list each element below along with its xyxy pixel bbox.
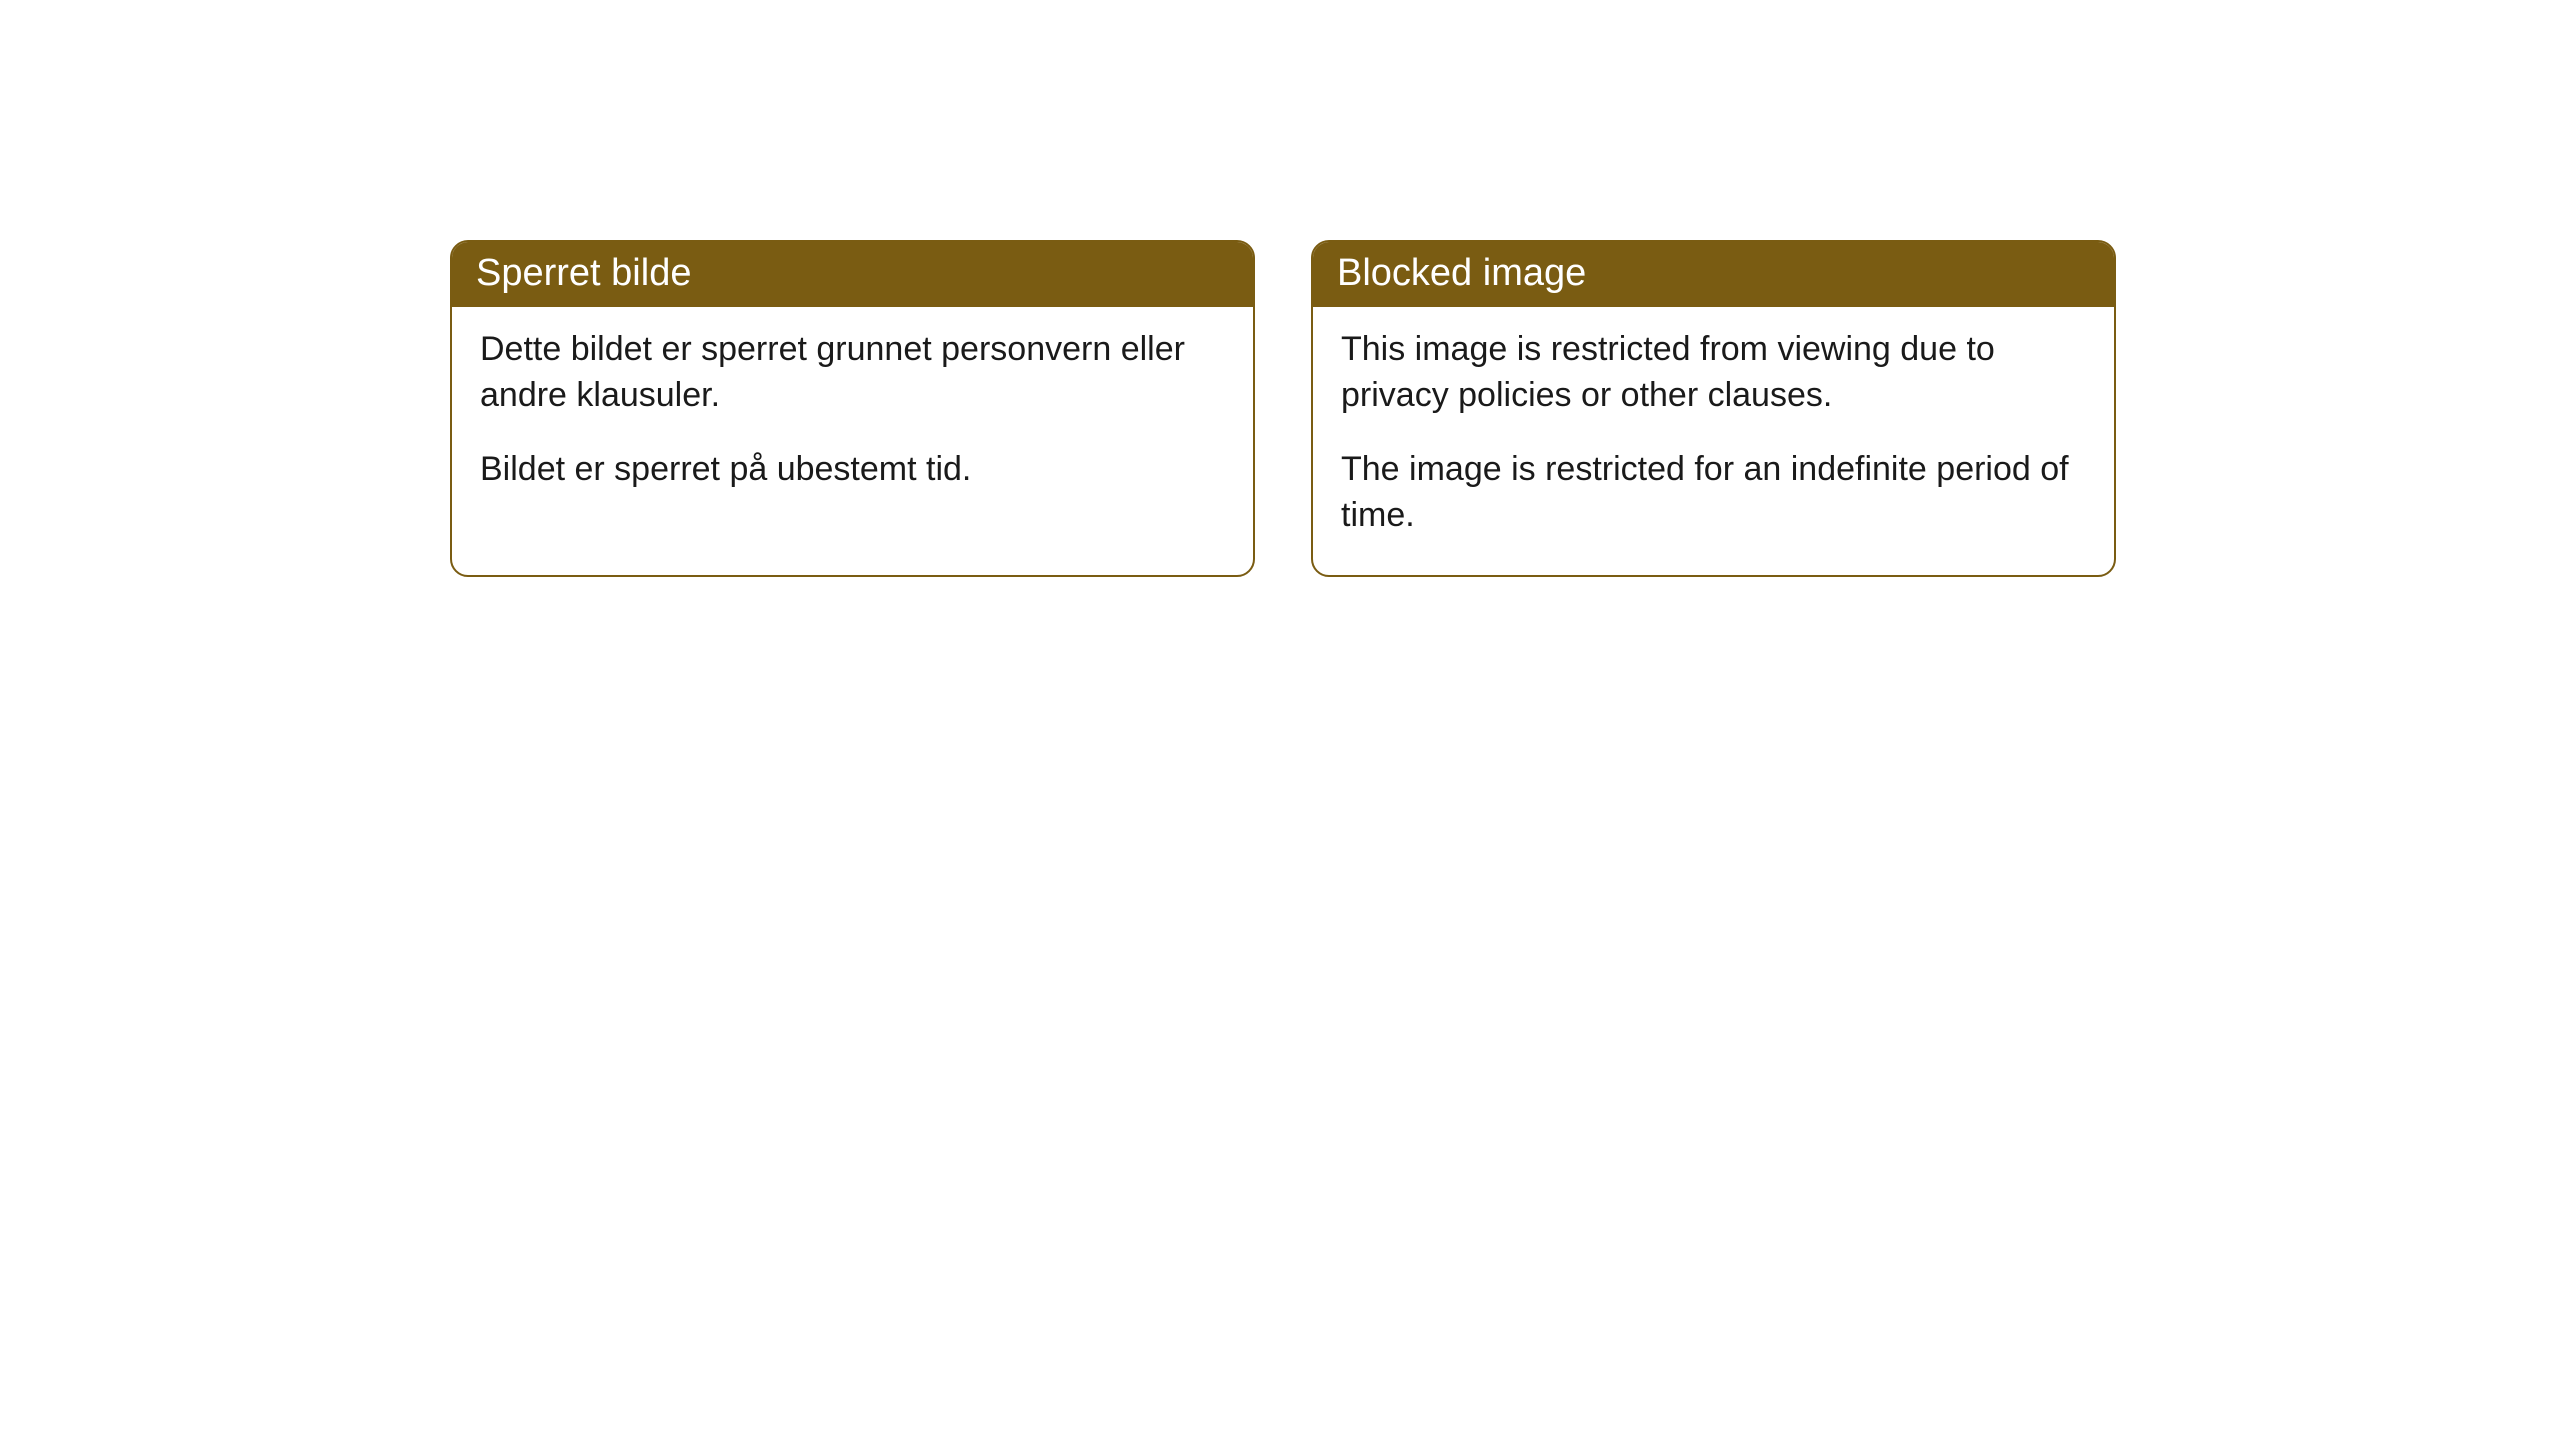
card-title: Sperret bilde	[476, 252, 691, 294]
card-header: Blocked image	[1313, 242, 2114, 307]
notice-card-norwegian: Sperret bilde Dette bildet er sperret gr…	[450, 240, 1255, 577]
card-paragraph: The image is restricted for an indefinit…	[1341, 447, 2086, 539]
card-title: Blocked image	[1337, 252, 1586, 294]
notice-cards-container: Sperret bilde Dette bildet er sperret gr…	[450, 240, 2560, 577]
card-body: Dette bildet er sperret grunnet personve…	[452, 307, 1253, 529]
card-paragraph: Dette bildet er sperret grunnet personve…	[480, 327, 1225, 419]
card-paragraph: This image is restricted from viewing du…	[1341, 327, 2086, 419]
card-header: Sperret bilde	[452, 242, 1253, 307]
card-body: This image is restricted from viewing du…	[1313, 307, 2114, 575]
card-paragraph: Bildet er sperret på ubestemt tid.	[480, 447, 1225, 493]
notice-card-english: Blocked image This image is restricted f…	[1311, 240, 2116, 577]
